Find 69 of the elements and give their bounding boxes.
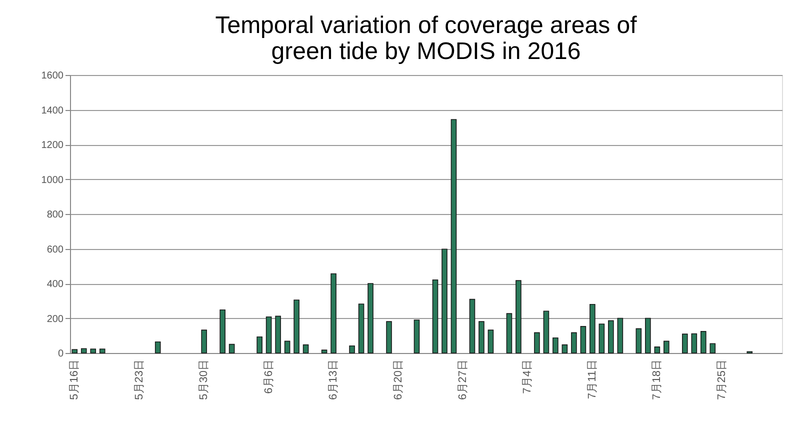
bar <box>617 318 624 354</box>
bar <box>228 344 235 354</box>
bar <box>552 337 558 354</box>
bar <box>534 332 540 354</box>
bar <box>645 318 651 354</box>
x-tick-label: 6月27日 <box>456 360 469 400</box>
bar <box>330 273 336 354</box>
bar <box>636 328 642 354</box>
bar <box>368 283 374 354</box>
x-tick-label: 7月18日 <box>651 360 664 400</box>
bar <box>598 324 605 354</box>
bar <box>700 331 706 354</box>
bar <box>201 330 207 354</box>
bar <box>506 313 512 354</box>
x-tick-label: 6月13日 <box>328 360 340 400</box>
y-tick-label: 200 <box>46 314 64 325</box>
x-tick-label: 6月20日 <box>392 360 404 400</box>
bar <box>478 321 484 354</box>
x-tick-label: 7月11日 <box>586 360 598 400</box>
bar <box>580 326 586 354</box>
bar <box>99 348 106 354</box>
bar <box>72 349 78 354</box>
bar <box>710 343 716 354</box>
bar <box>154 341 161 354</box>
bar <box>432 279 438 354</box>
bar <box>386 321 392 354</box>
bar <box>654 346 660 354</box>
bar <box>294 300 300 354</box>
bar <box>442 248 448 354</box>
bar <box>266 316 272 354</box>
bar <box>284 340 290 354</box>
x-tick-label: 7月4日 <box>522 360 534 394</box>
bar <box>682 334 688 354</box>
bar <box>664 340 670 354</box>
bar <box>275 316 281 354</box>
x-tick-label: 6月6日 <box>262 360 275 394</box>
y-tick-label: 0 <box>58 348 64 360</box>
bar <box>349 345 355 354</box>
x-tick-label: 5月16日 <box>68 360 81 400</box>
bar <box>516 280 522 354</box>
bar <box>608 320 614 354</box>
text: Temporal variation of coverage areas of <box>215 12 637 39</box>
y-tick-label: 1000 <box>41 174 64 186</box>
y-tick-label: 1400 <box>41 105 64 116</box>
y-tick-label: 800 <box>46 210 64 220</box>
bar <box>256 336 262 354</box>
y-tick-label: 400 <box>46 279 64 290</box>
x-tick-label: 5月23日 <box>133 360 146 400</box>
bar <box>321 350 328 354</box>
bar <box>562 344 568 354</box>
bar <box>358 304 364 354</box>
bar <box>90 348 96 354</box>
bar <box>302 344 309 354</box>
text: green tide by MODIS in 2016 <box>271 38 581 65</box>
x-tick-label: 7月25日 <box>716 360 728 400</box>
bar <box>220 310 226 354</box>
bar <box>414 320 420 354</box>
bar <box>488 330 494 354</box>
y-tick-label: 1200 <box>41 140 64 151</box>
bar <box>80 348 87 354</box>
bar <box>450 119 457 354</box>
y-tick-label: 1600 <box>41 70 64 82</box>
x-tick-label: 5月30日 <box>198 360 210 400</box>
bar <box>543 310 550 354</box>
bar <box>571 332 577 354</box>
bar <box>691 333 698 354</box>
y-tick-label: 600 <box>46 244 64 256</box>
bar <box>469 298 476 354</box>
bar <box>590 304 596 354</box>
